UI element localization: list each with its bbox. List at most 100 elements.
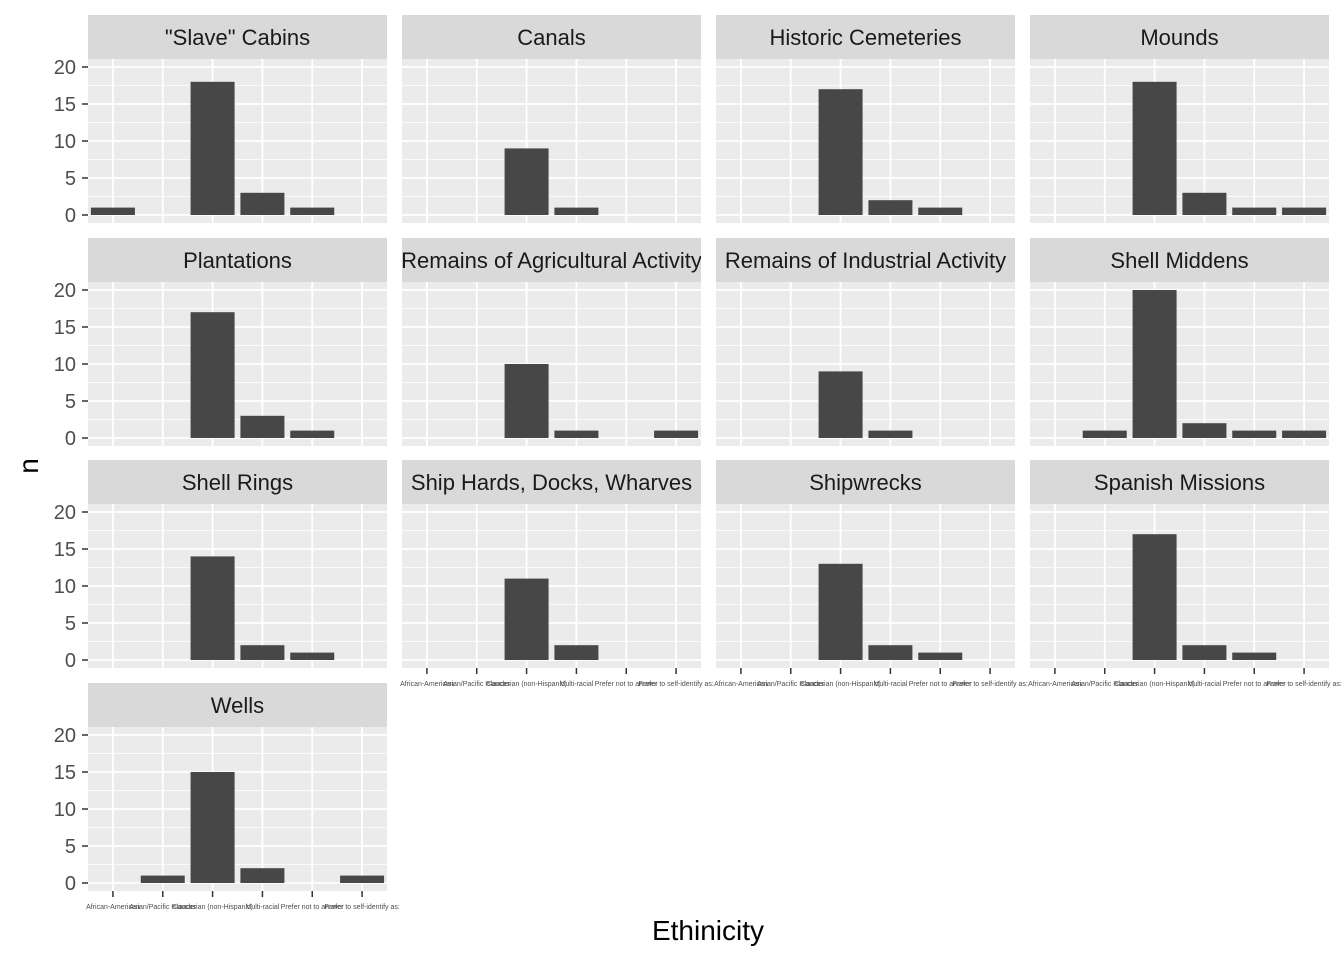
y-tick-label: 20	[54, 57, 76, 79]
facet-strip	[402, 238, 701, 282]
x-tick-label: Caucasian (non-Hispanic)	[172, 904, 253, 911]
bar	[140, 875, 185, 883]
y-tick-label: 5	[65, 613, 76, 635]
facet-strip	[1030, 460, 1329, 504]
facet-panel: Remains of Industrial Activity	[716, 238, 1015, 446]
x-tick-label: Asian/Pacific Islander	[1071, 681, 1139, 688]
bar	[1132, 81, 1177, 215]
x-tick-label: Prefer to self-identify as:	[952, 681, 1028, 688]
bar	[868, 645, 913, 660]
bar	[90, 207, 135, 215]
facet-panel: Shell Middens	[1030, 238, 1329, 446]
bar	[1232, 430, 1277, 438]
x-tick-label: Prefer to self-identify as:	[638, 681, 714, 688]
bar	[868, 200, 913, 215]
y-tick-label: 20	[54, 280, 76, 302]
x-tick-label: Prefer to self-identify as:	[1266, 681, 1342, 688]
bar	[1282, 430, 1327, 438]
bar	[1132, 534, 1177, 660]
x-tick-label: Asian/Pacific Islander	[129, 904, 197, 911]
bar	[240, 192, 285, 215]
facet-strip	[716, 460, 1015, 504]
bar	[868, 430, 913, 438]
facet-panel: Spanish Missions African-AmericanAsian/Pa…	[1028, 460, 1342, 688]
x-tick-label: Asian/Pacific Islander	[757, 681, 825, 688]
bar	[818, 371, 863, 438]
facet-panels: "Slave" Cabins 0 5 10 15 20 Canals Historic Cem…	[54, 15, 1342, 911]
bar	[1082, 430, 1127, 438]
y-tick-label: 0	[65, 873, 76, 895]
x-tick-label: Caucasian (non-Hispanic)	[1114, 681, 1195, 688]
y-tick-label: 5	[65, 168, 76, 190]
y-tick-label: 20	[54, 725, 76, 747]
bar	[918, 207, 963, 215]
bar	[190, 81, 235, 215]
x-tick-label: Multi-racial	[245, 904, 279, 911]
y-tick-label: 0	[65, 428, 76, 450]
y-tick-label: 0	[65, 205, 76, 227]
bar	[554, 645, 599, 660]
facet-title: Spanish Missions	[1094, 470, 1265, 495]
bar	[654, 430, 699, 438]
y-tick-label: 15	[54, 762, 76, 784]
bar	[240, 415, 285, 438]
x-tick-label: Prefer not to answer	[909, 681, 973, 688]
bar	[1132, 290, 1177, 438]
x-tick-label: African-American	[400, 681, 454, 688]
facet-title: Ship Hards, Docks, Wharves	[411, 470, 692, 495]
facet-title: "Slave" Cabins	[165, 25, 310, 50]
bar	[818, 563, 863, 660]
facet-strip	[402, 15, 701, 59]
y-tick-label: 10	[54, 131, 76, 153]
x-tick-label: African-American	[1028, 681, 1082, 688]
x-tick-label: Prefer not to answer	[595, 681, 659, 688]
y-tick-label: 10	[54, 799, 76, 821]
bar	[554, 430, 599, 438]
bar	[1232, 207, 1277, 215]
facet-title: Shipwrecks	[809, 470, 921, 495]
facet-title: Canals	[517, 25, 585, 50]
facet-strip	[1030, 15, 1329, 59]
facet-title: Shell Middens	[1110, 248, 1248, 273]
facet-panel: Shell Rings 0 5 10 15 20	[54, 460, 387, 672]
y-tick-label: 5	[65, 836, 76, 858]
x-tick-label: Caucasian (non-Hispanic)	[486, 681, 567, 688]
bar	[1232, 652, 1277, 660]
facet-panel: Canals	[402, 15, 701, 223]
y-tick-label: 15	[54, 317, 76, 339]
bar	[290, 207, 335, 215]
facet-panel: Historic Cemeteries	[716, 15, 1015, 223]
bar	[1182, 645, 1227, 660]
bar	[240, 645, 285, 660]
x-tick-label: Asian/Pacific Islander	[443, 681, 511, 688]
facet-title: Remains of Industrial Activity	[725, 248, 1006, 273]
facet-strip	[88, 15, 387, 59]
facet-panel: Mounds	[1030, 15, 1329, 223]
facet-strip	[88, 238, 387, 282]
facet-title: Remains of Agricultural Activity	[401, 248, 702, 273]
bar	[290, 652, 335, 660]
facet-panel: Plantations 0 5 10 15 20	[54, 238, 387, 450]
bar	[1282, 207, 1327, 215]
bar	[290, 430, 335, 438]
x-tick-label: Prefer to self-identify as:	[324, 904, 400, 911]
bar	[190, 772, 235, 883]
bar	[918, 652, 963, 660]
y-tick-label: 5	[65, 391, 76, 413]
bar	[504, 148, 549, 215]
y-axis-title: n	[13, 458, 44, 474]
facet-strip	[402, 460, 701, 504]
bar	[818, 89, 863, 215]
facet-strip	[716, 15, 1015, 59]
y-tick-label: 15	[54, 539, 76, 561]
y-tick-label: 20	[54, 502, 76, 524]
y-tick-label: 10	[54, 354, 76, 376]
facet-panel: Ship Hards, Docks, Wharves African-Americ…	[400, 460, 714, 688]
facet-strip	[88, 460, 387, 504]
bar	[190, 312, 235, 438]
facet-title: Historic Cemeteries	[770, 25, 962, 50]
bar	[190, 556, 235, 660]
facet-strip	[716, 238, 1015, 282]
facet-title: Wells	[211, 693, 264, 718]
